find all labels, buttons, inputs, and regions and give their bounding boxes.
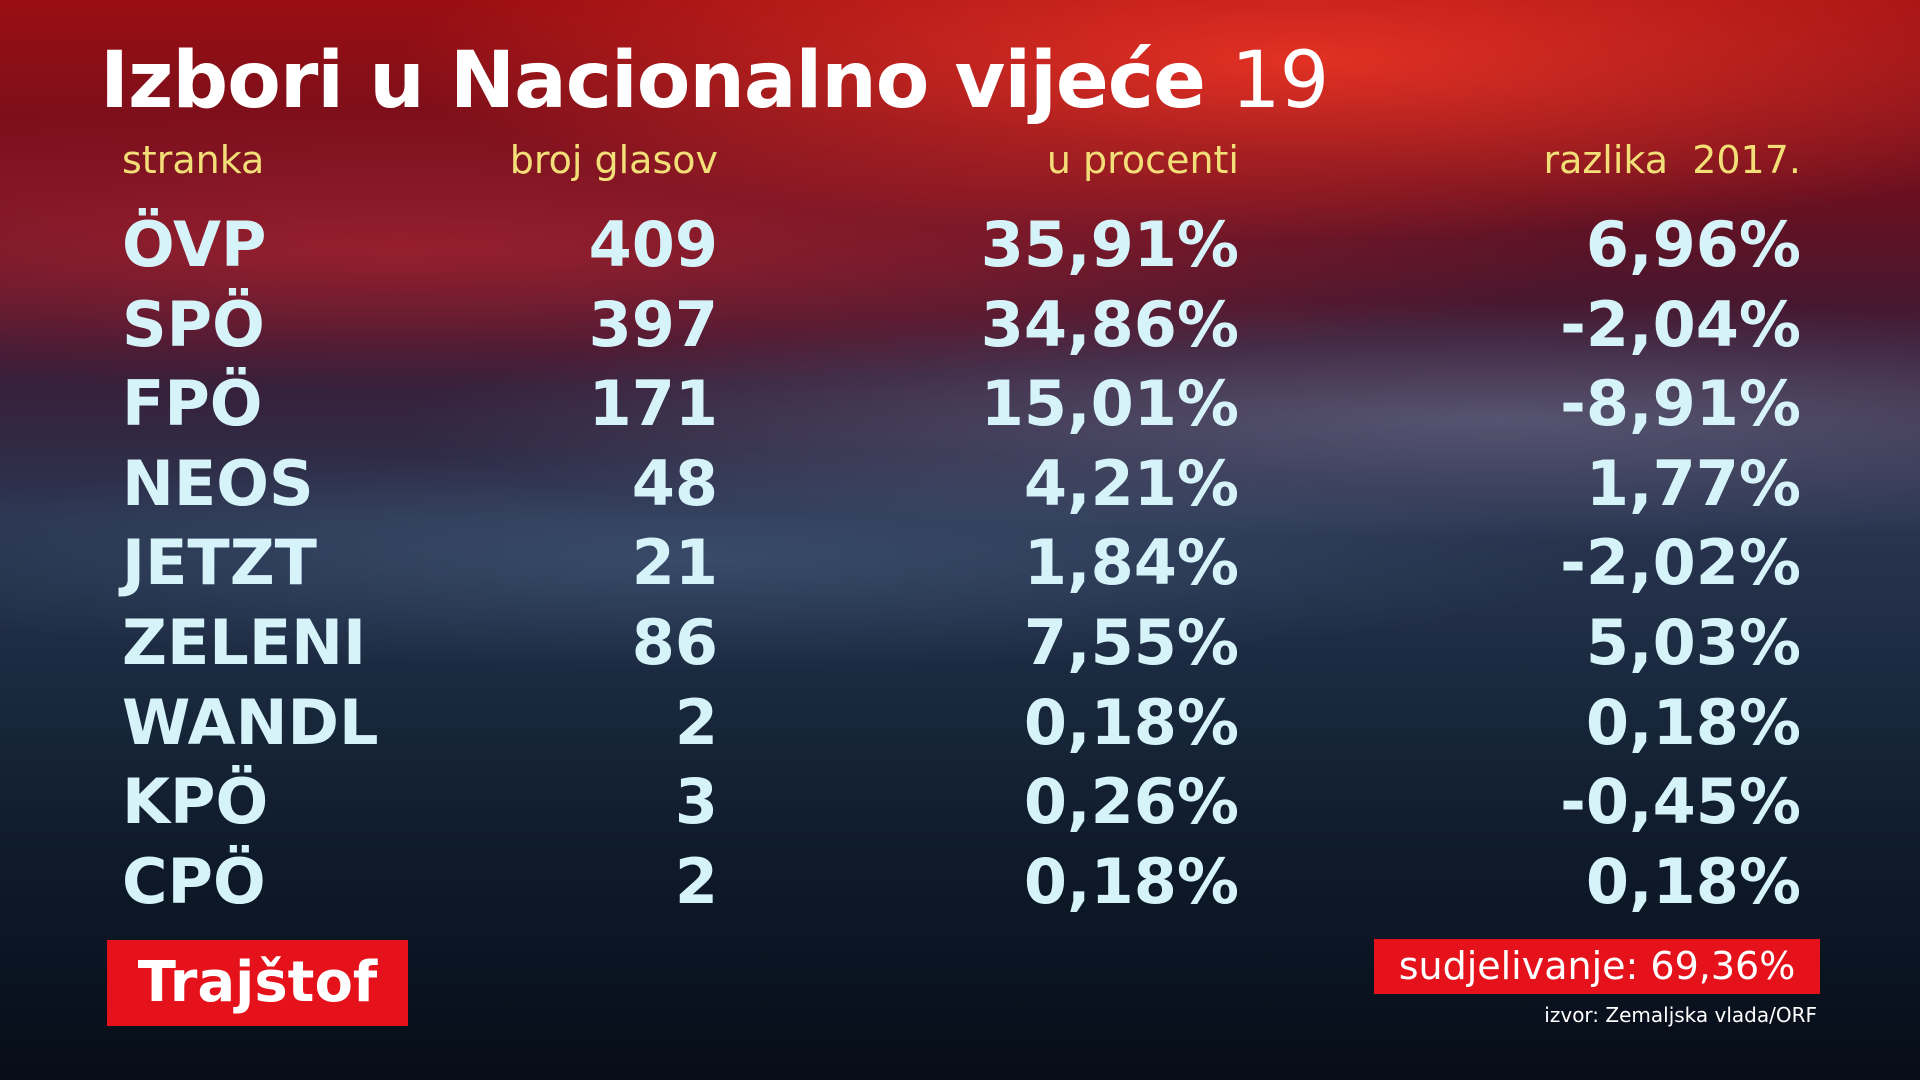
party-cell: ÖVP bbox=[122, 208, 267, 281]
change-cell: -2,04% bbox=[1560, 287, 1801, 361]
change-cell: 1,77% bbox=[1585, 446, 1801, 520]
votes-cell: 2 bbox=[674, 685, 718, 759]
percent-cell: 35,91% bbox=[980, 208, 1239, 281]
percent-cell: 7,55% bbox=[1023, 606, 1239, 679]
change-cell: 0,18% bbox=[1585, 685, 1801, 759]
change-cell: -8,91% bbox=[1560, 367, 1801, 441]
change-cell: 5,03% bbox=[1585, 606, 1801, 679]
change-cell: -2,02% bbox=[1560, 526, 1801, 600]
column-header: razlika 2017. bbox=[1543, 138, 1801, 182]
location-badge: Trajštof bbox=[107, 940, 408, 1026]
percent-cell: 15,01% bbox=[980, 367, 1239, 441]
title-line: Izbori u Nacionalno vijeće 19 bbox=[100, 36, 1329, 126]
votes-cell: 171 bbox=[588, 367, 718, 441]
party-cell: KPÖ bbox=[122, 765, 269, 839]
votes-cell: 86 bbox=[631, 606, 718, 679]
party-cell: NEOS bbox=[122, 446, 314, 520]
votes-cell: 2 bbox=[674, 844, 718, 918]
percent-cell: 0,26% bbox=[1023, 765, 1239, 839]
column-header: stranka bbox=[122, 138, 265, 182]
change-cell: 0,18% bbox=[1585, 844, 1801, 918]
votes-cell: 397 bbox=[588, 287, 718, 361]
change-cell: -0,45% bbox=[1560, 765, 1801, 839]
percent-cell: 1,84% bbox=[1023, 526, 1239, 600]
votes-cell: 48 bbox=[631, 446, 718, 520]
party-cell: CPÖ bbox=[122, 844, 266, 918]
column-header: u procenti bbox=[1046, 138, 1239, 182]
change-cell: 6,96% bbox=[1585, 208, 1801, 281]
percent-cell: 0,18% bbox=[1023, 685, 1239, 759]
party-cell: WANDL bbox=[122, 685, 379, 759]
votes-cell: 21 bbox=[631, 526, 718, 600]
votes-cell: 3 bbox=[674, 765, 718, 839]
votes-cell: 409 bbox=[588, 208, 718, 281]
party-cell: SPÖ bbox=[122, 287, 265, 361]
turnout-badge: sudjelivanje: 69,36% bbox=[1374, 939, 1820, 994]
party-cell: JETZT bbox=[122, 526, 317, 600]
column-header: broj glasov bbox=[509, 138, 718, 182]
party-cell: FPÖ bbox=[122, 367, 263, 441]
party-cell: ZELENI bbox=[122, 606, 367, 679]
percent-cell: 4,21% bbox=[1023, 446, 1239, 520]
percent-cell: 0,18% bbox=[1023, 844, 1239, 918]
source: izvor: Zemaljska vlada/ORF bbox=[1544, 1003, 1817, 1027]
title-suffix: 19 bbox=[1231, 36, 1329, 126]
percent-cell: 34,86% bbox=[980, 287, 1239, 361]
title: Izbori u Nacionalno vijeće bbox=[100, 36, 1206, 126]
